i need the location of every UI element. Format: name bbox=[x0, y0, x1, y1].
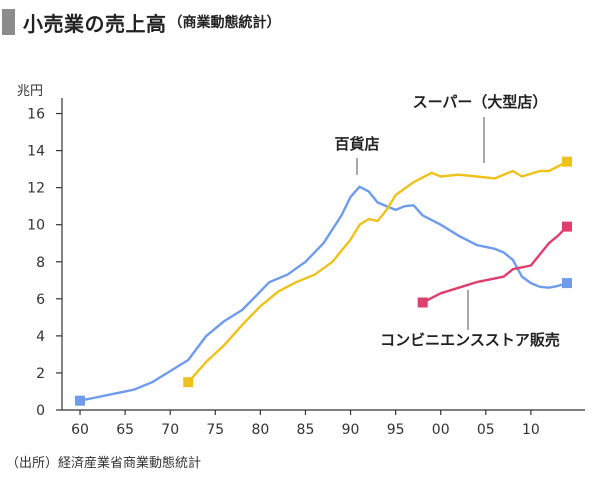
chart-subtitle: （商業動態統計） bbox=[168, 15, 281, 31]
x-tick-label: 75 bbox=[206, 422, 224, 438]
title-accent-bar bbox=[2, 9, 15, 35]
y-tick-label: 2 bbox=[36, 366, 45, 382]
y-tick-label: 4 bbox=[36, 329, 45, 345]
y-tick-label: 8 bbox=[36, 255, 45, 271]
y-tick-label: 6 bbox=[36, 292, 45, 308]
x-tick-label: 95 bbox=[387, 422, 405, 438]
chart-title: 小売業の売上高 bbox=[23, 11, 167, 36]
x-tick-label: 60 bbox=[71, 422, 89, 438]
x-tick-label: 85 bbox=[297, 422, 315, 438]
y-tick-label: 0 bbox=[36, 403, 45, 419]
x-tick-label: 65 bbox=[116, 422, 134, 438]
chart-title-block: 小売業の売上高 （商業動態統計） bbox=[2, 4, 281, 40]
y-tick-label: 10 bbox=[27, 218, 45, 234]
y-tick-label: 14 bbox=[27, 144, 45, 160]
series-line-2 bbox=[186, 160, 569, 384]
series-marker-3-start bbox=[417, 297, 428, 308]
x-tick-label: 00 bbox=[432, 422, 450, 438]
series-label-1: 百貨店 bbox=[334, 135, 379, 153]
x-tick-label: 70 bbox=[161, 422, 179, 438]
x-tick-label: 80 bbox=[251, 422, 269, 438]
source-note: （出所）経済産業省商業動態統計 bbox=[6, 456, 202, 471]
y-tick-label: 12 bbox=[27, 181, 45, 197]
x-tick-label: 10 bbox=[522, 422, 540, 438]
series-marker-3-end bbox=[562, 221, 572, 232]
series-marker-1-end bbox=[562, 278, 572, 289]
y-axis-unit-label: 兆円 bbox=[17, 84, 43, 99]
series-label-3: コンビニエンスストア販売 bbox=[380, 331, 560, 349]
x-tick-label: 90 bbox=[342, 422, 360, 438]
y-tick-label: 16 bbox=[27, 107, 45, 123]
series-line-1 bbox=[78, 185, 569, 402]
series-marker-2-start bbox=[183, 377, 194, 388]
series-marker-1-start bbox=[75, 395, 85, 406]
x-tick-label: 05 bbox=[477, 422, 495, 438]
series-label-2: スーパー（大型店） bbox=[413, 93, 548, 111]
series-line-3 bbox=[421, 225, 569, 304]
series-marker-2-end bbox=[562, 156, 572, 167]
